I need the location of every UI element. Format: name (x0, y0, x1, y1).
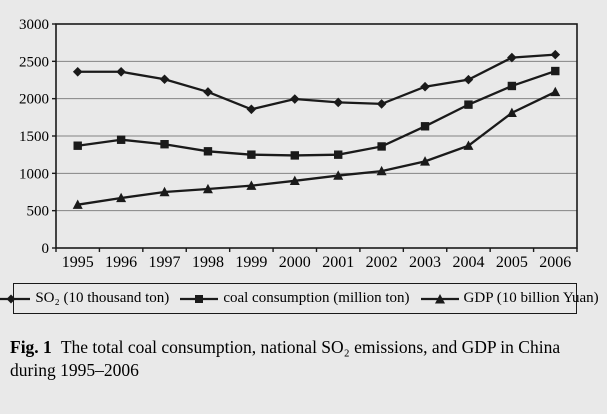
y-axis-label: 2500 (19, 54, 49, 70)
square-marker (290, 151, 299, 160)
triangle-marker (333, 170, 344, 180)
y-axis-label: 2000 (19, 92, 49, 108)
triangle-marker (506, 107, 517, 118)
square-marker (377, 142, 386, 151)
square-marker (507, 81, 517, 91)
triangle-marker (289, 175, 300, 185)
emissions-line-chart: 0 500 1000 1500 2000 2500 3000 1995 1996 1997 1998… (19, 17, 578, 271)
x-axis-label: 1996 (105, 254, 137, 271)
series-line-2 (77, 90, 556, 206)
figure-caption: Fig. 1 The total coal consumption, nation… (10, 336, 588, 382)
series-line-1 (77, 69, 556, 157)
diamond-marker (159, 74, 170, 85)
x-axis-label: 2002 (366, 254, 398, 271)
y-axis-label: 500 (27, 204, 50, 220)
caption-text: The total coal consumption, national SO₂… (10, 337, 561, 380)
legend-item-1: coal consumption (million ton) (179, 290, 410, 306)
x-axis-label: 2001 (322, 254, 354, 271)
triangle-marker (246, 180, 257, 190)
x-axis-label: 2006 (539, 254, 571, 271)
x-axis-label: 2003 (409, 254, 441, 271)
square-marker (160, 140, 169, 149)
diamond-marker (550, 49, 561, 60)
triangle-marker (116, 192, 127, 203)
series-line-0 (77, 53, 556, 111)
x-axis-label: 1999 (235, 254, 267, 271)
legend-label: coal consumption (million ton) (223, 290, 410, 306)
diamond-marker (289, 94, 300, 104)
legend-label: GDP (10 billion Yuan) (463, 290, 599, 306)
legend-item-2: GDP (10 billion Yuan) (420, 291, 599, 306)
square-marker (73, 141, 82, 150)
x-axis-label: 1995 (62, 254, 94, 271)
y-axis-label: 3000 (19, 17, 49, 33)
diamond-marker (72, 66, 83, 77)
diamond-marker (420, 81, 430, 92)
diamond-marker (246, 104, 257, 115)
triangle-marker (159, 186, 170, 197)
y-axis-label: 0 (42, 241, 50, 257)
square-marker (551, 66, 560, 76)
triangle-marker (376, 165, 387, 176)
diamond-legend-icon (0, 294, 31, 303)
diamond-marker (333, 97, 344, 108)
triangle-marker (420, 156, 431, 166)
diamond-marker (463, 74, 474, 85)
figure-label: Fig. 1 (10, 337, 52, 357)
diamond-marker (507, 52, 517, 63)
x-axis-label: 1998 (192, 254, 224, 271)
x-axis-label: 2005 (496, 254, 528, 271)
x-axis-label: 2004 (452, 254, 484, 271)
y-axis-label: 1000 (19, 166, 49, 182)
diamond-marker (116, 66, 126, 77)
square-marker (334, 150, 343, 159)
triangle-marker (550, 86, 561, 97)
square-marker (247, 150, 256, 159)
diamond-marker (376, 99, 387, 109)
legend-item-0: SO₂ (10 thousand ton) (0, 291, 169, 306)
chart-legend: SO₂ (10 thousand ton) coal consumption (m… (0, 283, 599, 314)
triangle-marker (202, 183, 213, 194)
triangle-legend-icon (420, 293, 459, 303)
x-axis-label: 1997 (149, 254, 181, 271)
square-marker (464, 100, 473, 109)
y-axis-label: 1500 (19, 129, 49, 145)
x-axis-label: 2000 (279, 254, 311, 271)
legend-label: SO₂ (10 thousand ton) (35, 290, 170, 306)
square-marker (116, 135, 126, 144)
square-legend-icon (180, 294, 219, 303)
triangle-marker (72, 199, 83, 209)
square-marker (203, 147, 213, 156)
square-marker (420, 122, 430, 131)
diamond-marker (203, 87, 213, 97)
triangle-marker (463, 140, 474, 150)
